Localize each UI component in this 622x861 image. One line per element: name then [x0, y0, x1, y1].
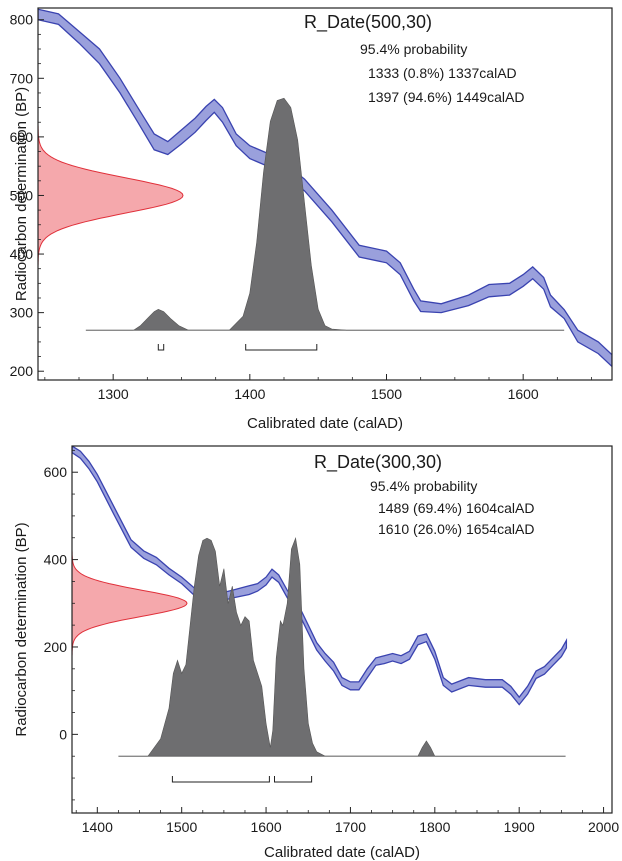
chart-title: R_Date(300,30): [314, 452, 442, 473]
y-tick-label: 600: [44, 464, 68, 480]
x-tick-label: 1500: [166, 819, 197, 835]
calibrated-date-distribution: [118, 537, 566, 757]
probability-label: 95.4% probability: [360, 41, 467, 57]
x-axis-label: Calibrated date (calAD): [247, 415, 403, 432]
range-bracket-2: [274, 776, 313, 783]
x-axis-label: Calibrated date (calAD): [264, 844, 420, 861]
probability-label: 95.4% probability: [370, 478, 477, 494]
x-axis-ticks: 1400 1500 1600 1700 1800 1900 2000: [75, 807, 619, 835]
y-axis-label: Radiocarbon determination (BP): [13, 87, 30, 301]
calibration-curve-band: [38, 8, 612, 368]
y-tick-label: 600: [10, 129, 34, 145]
x-tick-label: 1400: [234, 386, 265, 402]
y-tick-label: 200: [10, 363, 34, 379]
posterior-density: [133, 97, 346, 331]
x-tick-label: 1900: [504, 819, 535, 835]
x-tick-label: 1600: [250, 819, 281, 835]
x-tick-label: 1600: [508, 386, 539, 402]
y-tick-label: 0: [59, 726, 67, 742]
calibration-curve-band: [72, 446, 568, 706]
plot-frame: [37, 7, 613, 381]
y-tick-label: 700: [10, 70, 34, 86]
x-tick-label: 1400: [82, 819, 113, 835]
range-label-2: 1610 (26.0%) 1654calAD: [378, 521, 534, 537]
y-tick-label: 400: [44, 552, 68, 568]
x-tick-label: 1500: [371, 386, 402, 402]
posterior-density: [147, 537, 436, 757]
range-bracket-1: [157, 344, 165, 351]
calibration-curve: [72, 446, 568, 706]
y-axis-ticks: 200 300 400 500 600 700 800: [10, 12, 44, 379]
chart-panel-2: 1400 1500 1600 1700 1800 1900 2000 0200400600 …: [13, 445, 619, 861]
chart-panel-1: 1300 1400 1500 1600 200 300 400 500 600 700 800 R…: [10, 7, 613, 432]
radiocarbon-measurement-distribution: [72, 550, 188, 656]
y-tick-label: 500: [10, 187, 34, 203]
y-tick-label: 300: [10, 305, 34, 321]
y-tick-label: 200: [44, 639, 68, 655]
measurement-gaussian: [38, 125, 184, 266]
x-tick-label: 1300: [98, 386, 129, 402]
measurement-gaussian: [72, 550, 188, 656]
x-tick-label: 1700: [335, 819, 366, 835]
probability-range-brackets: [157, 344, 318, 351]
y-tick-label: 400: [10, 246, 34, 262]
radiocarbon-measurement-distribution: [38, 125, 184, 266]
calibrated-date-distribution: [85, 97, 565, 331]
plot-frame: [71, 445, 613, 814]
range-label-2: 1397 (94.6%) 1449calAD: [368, 89, 524, 105]
range-label-1: 1333 (0.8%) 1337calAD: [368, 65, 517, 81]
calibration-curve: [38, 8, 612, 368]
x-tick-label: 1800: [419, 819, 450, 835]
y-axis-ticks: 0 200 400 600: [44, 449, 78, 801]
y-axis-label: Radiocarbon determination (BP): [13, 522, 30, 736]
range-bracket-1: [171, 776, 270, 783]
x-tick-label: 2000: [588, 819, 619, 835]
chart-title: R_Date(500,30): [304, 12, 432, 33]
y-tick-label: 800: [10, 12, 34, 28]
range-label-1: 1489 (69.4%) 1604calAD: [378, 500, 534, 516]
range-bracket-2: [245, 344, 318, 351]
x-axis-ticks: 1300 1400 1500 1600: [44, 374, 592, 402]
probability-range-brackets: [171, 776, 313, 783]
